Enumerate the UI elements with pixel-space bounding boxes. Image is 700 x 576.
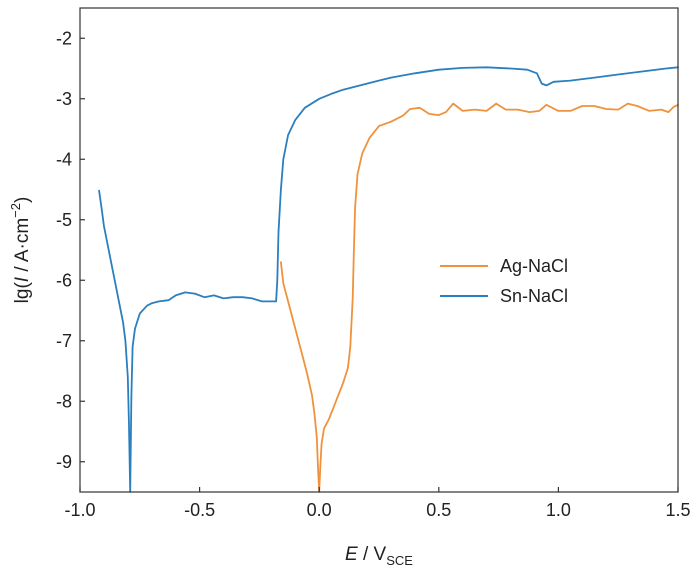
y-axis-title-superscript: −2 [8, 203, 23, 218]
legend-label-2: Sn-NaCl [500, 286, 568, 306]
y-tick-label: -3 [56, 89, 72, 109]
legend-label-1: Ag-NaCl [500, 256, 568, 276]
y-tick-label: -5 [56, 210, 72, 230]
x-tick-label: 0.0 [307, 500, 332, 520]
y-axis-title-symbol: I [12, 276, 33, 282]
x-axis-title: E / VSCE [345, 544, 413, 568]
x-tick-label: 1.5 [665, 500, 690, 520]
plot-frame [79, 7, 679, 493]
y-axis-title-prefix: lg( [12, 282, 33, 304]
x-axis-title-subscript: SCE [386, 553, 413, 568]
x-tick-label: -0.5 [184, 500, 215, 520]
x-axis-title-unit: / V [358, 544, 387, 565]
x-tick-label: 1.0 [546, 500, 571, 520]
y-axis-title-suffix: ) [12, 197, 33, 203]
ticks-layer: -1.0 -0.5 0.0 0.5 1.0 1.5 -2 -3 -4 -5 -6 -7 -8 -9 [56, 28, 691, 520]
series-line-2 [98, 66, 679, 493]
legend: Ag-NaCl Sn-NaCl [440, 256, 568, 306]
y-tick-label: -6 [56, 270, 72, 290]
y-tick-label: -9 [56, 452, 72, 472]
x-tick-label: 0.5 [426, 500, 451, 520]
y-tick-label: -7 [56, 331, 72, 351]
y-axis-title-unit: / A·cm [12, 218, 33, 277]
y-tick-label: -2 [56, 28, 72, 48]
y-tick-label: -4 [56, 149, 72, 169]
series-line-1 [280, 102, 679, 493]
x-tick-label: -1.0 [64, 500, 95, 520]
x-axis-title-symbol: E [345, 544, 358, 565]
series-layer [98, 66, 679, 493]
y-axis-title: lg(I / A·cm−2) [8, 197, 33, 304]
y-tick-label: -8 [56, 391, 72, 411]
